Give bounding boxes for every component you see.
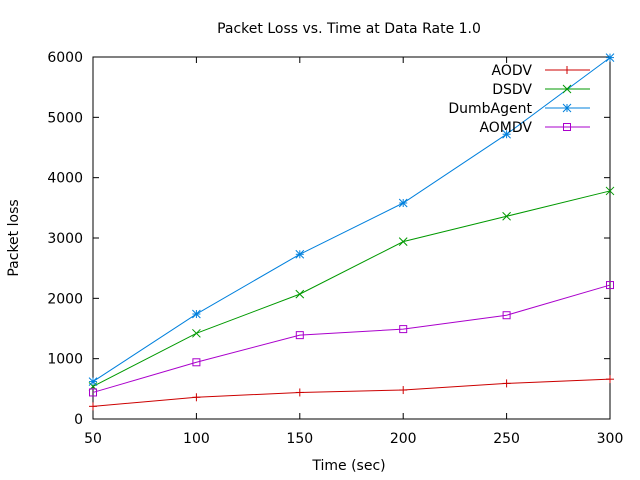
data-point-dsdv <box>295 289 305 299</box>
legend-label-dumbagent: DumbAgent <box>448 101 532 117</box>
legend-label-aodv: AODV <box>492 63 533 79</box>
x-tick-label: 100 <box>183 431 210 447</box>
axis-ticks: 0 1000 2000 3000 4000 5000 6000 50 100 150 200 250 3… <box>47 50 623 447</box>
plot-frame <box>92 56 611 420</box>
legend-label-dsdv: DSDV <box>492 82 532 98</box>
data-point-aodv <box>606 375 614 384</box>
data-point-aomdv <box>89 388 97 397</box>
data-point-dumbagent <box>398 198 408 208</box>
data-point-dsdv <box>192 328 201 338</box>
data-point-aodv <box>192 393 201 402</box>
data-point-aomdv <box>502 311 511 320</box>
data-point-aomdv <box>295 331 304 340</box>
legend-marker-dumbagent <box>562 103 572 113</box>
data-point-aodv <box>399 386 408 395</box>
y-tick-label: 0 <box>74 412 83 428</box>
data-point-dsdv <box>605 186 615 196</box>
y-tick-label: 1000 <box>47 352 83 368</box>
legend-marker-aodv <box>563 66 571 74</box>
series-layer <box>88 53 615 411</box>
data-point-dumbagent <box>502 129 511 139</box>
chart-title: Packet Loss vs. Time at Data Rate 1.0 <box>217 21 481 37</box>
data-point-aomdv <box>192 358 201 367</box>
data-point-dumbagent <box>88 377 98 386</box>
x-axis-title: Time (sec) <box>311 458 385 474</box>
y-tick-label: 3000 <box>47 231 83 247</box>
series-line-aodv <box>92 378 611 407</box>
y-tick-label: 6000 <box>47 50 83 66</box>
x-tick-label: 50 <box>84 431 102 447</box>
series-line-aomdv <box>92 284 611 393</box>
y-tick-label: 5000 <box>47 110 83 126</box>
data-point-aodv <box>502 379 511 388</box>
data-point-aomdv <box>606 281 614 290</box>
x-tick-label: 150 <box>286 431 313 447</box>
legend-marker-dsdv <box>562 84 572 94</box>
legend-label-aomdv: AOMDV <box>479 120 532 136</box>
legend-marker-aomdv <box>563 123 571 131</box>
series-line-dsdv <box>92 190 611 387</box>
y-axis-title: Packet loss <box>6 199 22 276</box>
x-tick-label: 200 <box>390 431 417 447</box>
data-point-dumbagent <box>192 309 201 319</box>
data-point-dumbagent <box>605 53 615 62</box>
data-point-dumbagent <box>295 249 305 259</box>
data-point-dsdv <box>398 237 408 246</box>
y-tick-label: 4000 <box>47 171 83 187</box>
data-point-aomdv <box>399 325 408 334</box>
data-point-aodv <box>295 388 304 397</box>
legend: AODV DSDV DumbAgent AOMDV <box>448 63 590 136</box>
series-line-dumbagent <box>92 57 611 383</box>
x-tick-label: 300 <box>597 431 624 447</box>
y-tick-label: 2000 <box>47 291 83 307</box>
data-point-dsdv <box>502 211 511 221</box>
data-point-aodv <box>89 402 97 411</box>
x-tick-label: 250 <box>493 431 520 447</box>
